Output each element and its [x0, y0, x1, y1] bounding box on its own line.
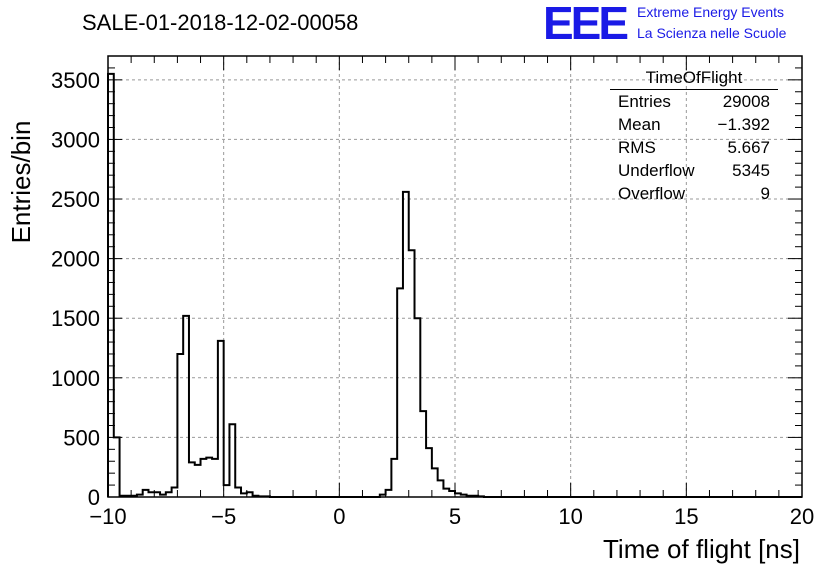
- stats-label: Entries: [618, 92, 671, 111]
- x-tick-label: 10: [558, 504, 582, 529]
- y-tick-label: 0: [88, 485, 100, 510]
- stats-value: −1.392: [717, 115, 770, 134]
- y-tick-label: 3000: [51, 127, 100, 152]
- stats-row: Underflow 5345: [610, 161, 778, 184]
- stats-row: Overflow 9: [610, 184, 778, 207]
- stats-label: RMS: [618, 138, 656, 157]
- stats-box: TimeOfFlight Entries 29008 Mean −1.392 RMS…: [610, 68, 778, 207]
- logo-line1: Extreme Energy Events: [637, 4, 785, 20]
- stats-value: 29008: [722, 92, 770, 111]
- stats-value: 5.667: [727, 138, 770, 157]
- x-tick-label: −10: [89, 504, 126, 529]
- y-tick-label: 2000: [51, 247, 100, 272]
- y-axis-label: Entries/bin: [6, 121, 36, 244]
- y-tick-labels: 0 500 1000 1500 2000 2500 3000 3500: [51, 68, 100, 510]
- stats-label: Mean: [618, 115, 661, 134]
- y-tick-label: 500: [63, 425, 100, 450]
- x-tick-label: −5: [211, 504, 236, 529]
- x-tick-label: 5: [449, 504, 461, 529]
- stats-row: Entries 29008: [610, 92, 778, 115]
- stats-value: 9: [760, 184, 770, 203]
- stats-row: RMS 5.667: [610, 138, 778, 161]
- stats-label: Underflow: [618, 161, 695, 180]
- page-title: SALE-01-2018-12-02-00058: [82, 10, 359, 35]
- y-tick-label: 2500: [51, 187, 100, 212]
- stats-value: 5345: [732, 161, 770, 180]
- x-axis-label: Time of flight [ns]: [603, 534, 800, 564]
- x-tick-labels: −10 −5 0 5 10 15 20: [89, 504, 814, 529]
- y-tick-label: 1500: [51, 306, 100, 331]
- eee-logo: EEE: [543, 0, 629, 49]
- stats-row: Mean −1.392: [610, 115, 778, 138]
- plot-frame: [107, 55, 803, 498]
- y-tick-label: 3500: [51, 68, 100, 93]
- stats-label: Overflow: [618, 184, 686, 203]
- x-tick-label: 15: [674, 504, 698, 529]
- ticks: [107, 55, 803, 498]
- stats-title: TimeOfFlight: [610, 68, 778, 90]
- y-tick-label: 1000: [51, 366, 100, 391]
- x-tick-label: 20: [790, 504, 814, 529]
- logo-line2: La Scienza nelle Scuole: [637, 25, 787, 41]
- x-tick-label: 0: [333, 504, 345, 529]
